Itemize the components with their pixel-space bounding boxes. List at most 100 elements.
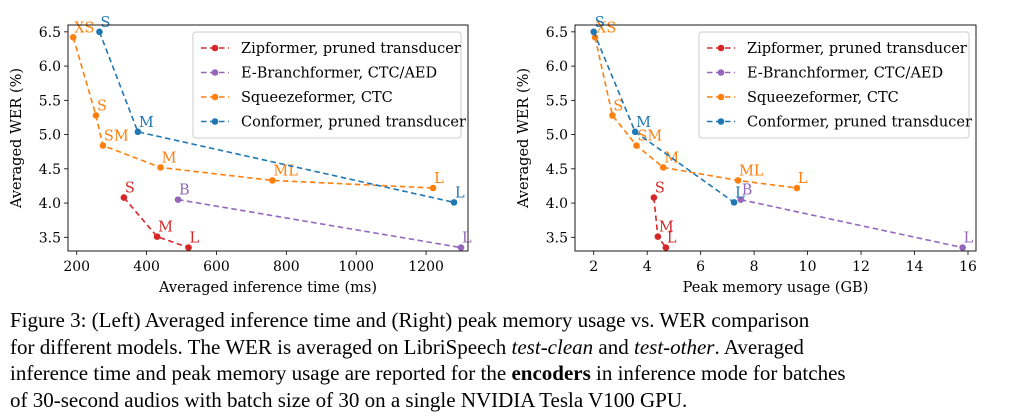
caption-encoders: encoders [511, 361, 591, 385]
x-tick-label: 10 [799, 259, 817, 275]
legend-label: Zipformer, pruned transducer [747, 41, 967, 57]
data-point [633, 142, 640, 149]
data-point [153, 233, 161, 240]
data-label: L [667, 231, 677, 247]
axes-frame [67, 24, 469, 252]
caption-line-4: of 30-second audios with batch size of 3… [10, 387, 1005, 414]
legend-marker [211, 118, 219, 125]
x-tick-label: 14 [906, 259, 924, 275]
data-label: ML [739, 163, 764, 179]
data-point [92, 112, 100, 119]
data-point [174, 196, 182, 203]
data-label: XS [74, 20, 94, 36]
y-tick-label: 6.0 [546, 59, 568, 75]
data-point [631, 128, 639, 136]
data-point [650, 194, 658, 201]
legend-label: E-Branchformer, CTC/AED [241, 66, 437, 82]
series-line-2 [72, 37, 434, 189]
data-label: S [655, 181, 665, 197]
legend-marker [717, 69, 725, 76]
data-label: SM [637, 129, 662, 145]
x-tick-label: 600 [203, 259, 230, 275]
y-tick-label: 6.5 [39, 25, 61, 41]
data-label: B [742, 183, 753, 199]
data-point [69, 34, 77, 41]
data-point [450, 199, 458, 206]
series-line-2 [594, 37, 797, 189]
caption-line-3-a: inference time and peak memory usage are… [10, 361, 512, 385]
legend-label: Squeezeformer, CTC [241, 90, 393, 106]
data-label: S [613, 98, 623, 114]
data-point [429, 184, 437, 192]
data-label: L [190, 231, 200, 247]
x-tick-label: 4 [643, 259, 652, 275]
chart-right-peak-memory: 2 4 6 8 10 12 14 163.54.04.55.05.56.06.5SMLBLXS… [516, 15, 977, 296]
data-point [609, 112, 616, 119]
y-tick-label: 5.5 [546, 93, 568, 109]
data-label: L [798, 171, 808, 187]
x-tick-label: 8 [750, 259, 759, 275]
caption-line-2-and: and [593, 334, 634, 359]
data-label: XS [596, 20, 616, 36]
legend-marker [717, 93, 725, 101]
data-label: M [636, 115, 651, 131]
data-label: L [434, 171, 444, 187]
y-tick-label: 4.5 [39, 162, 61, 178]
data-point [134, 128, 142, 136]
x-tick-label: 800 [273, 259, 300, 275]
legend-marker [211, 44, 219, 52]
caption-label: Figure 3: [10, 308, 87, 332]
y-tick-label: 3.5 [546, 230, 568, 246]
legend-marker [211, 69, 219, 76]
data-label: L [462, 231, 472, 247]
data-point [737, 196, 745, 203]
y-tick-label: 5.0 [39, 128, 61, 144]
y-tick-label: 4.5 [546, 162, 568, 178]
y-tick-label: 5.0 [546, 128, 568, 144]
data-point [99, 142, 107, 149]
data-point [730, 199, 738, 206]
caption-line-1-text: (Left) Averaged inference time and (Righ… [86, 308, 810, 332]
x-tick-label: 12 [852, 259, 870, 275]
x-axis-label: Peak memory usage (GB) [683, 280, 869, 296]
data-point [793, 184, 801, 192]
caption-test-other: test-other [634, 334, 715, 359]
x-tick-label: 1200 [408, 259, 444, 275]
caption-line-3-b: in inference mode for batches [590, 361, 846, 385]
legend-box [698, 31, 970, 139]
data-point [269, 177, 276, 184]
data-label: M [162, 150, 177, 166]
x-tick-label: 2 [589, 259, 598, 275]
data-label: L [964, 231, 974, 247]
legend-marker [211, 93, 219, 101]
data-label: B [179, 183, 190, 199]
y-axis-label: Averaged WER (%) [9, 68, 25, 209]
data-label: S [125, 181, 135, 197]
caption-line-2-a: for different models. The WER is average… [10, 334, 512, 359]
data-label: S [100, 15, 110, 31]
data-point [185, 244, 192, 251]
series-line-1 [740, 198, 963, 249]
data-label: S [595, 15, 605, 31]
y-tick-label: 4.0 [546, 196, 568, 212]
axes-frame [574, 24, 977, 252]
data-label: L [455, 185, 465, 201]
caption-line-4-text: of 30-second audios with batch size of 3… [10, 387, 688, 412]
data-point [734, 177, 742, 184]
data-label: M [139, 115, 154, 131]
caption-line-3: inference time and peak memory usage are… [10, 360, 1005, 387]
legend-label: Conformer, pruned transducer [747, 115, 972, 131]
legend-marker [717, 118, 725, 125]
data-point [659, 164, 667, 171]
data-label: M [659, 220, 674, 236]
y-tick-label: 4.0 [39, 196, 61, 212]
x-tick-label: 400 [133, 259, 160, 275]
data-label: ML [273, 163, 298, 179]
x-tick-label: 6 [696, 259, 705, 275]
data-point [662, 244, 670, 251]
data-point [590, 28, 598, 36]
figure-charts: 200 400 600 800 1000 1200 3.5 4.0 4.5 5.0 5.5 6.0 6.… [9, 15, 977, 296]
x-axis-label: Averaged inference time (ms) [158, 280, 377, 296]
y-tick-label: 5.5 [39, 93, 61, 109]
chart-left-inference-time: 200 400 600 800 1000 1200 3.5 4.0 4.5 5.0 5.5 6.0 6.… [9, 15, 472, 296]
